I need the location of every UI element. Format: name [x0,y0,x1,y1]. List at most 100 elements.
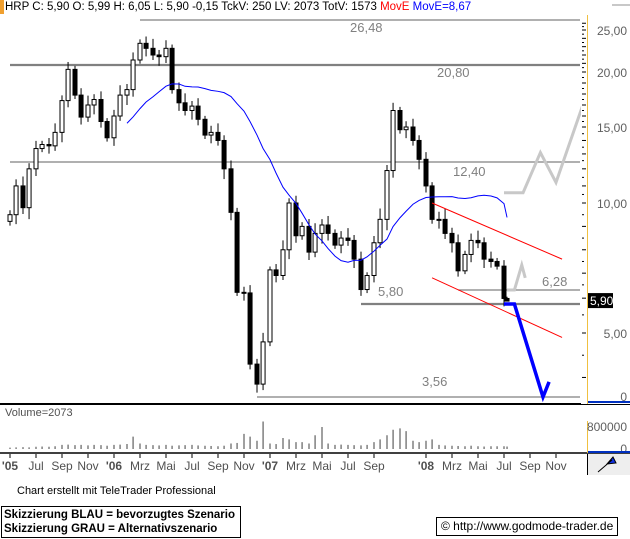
level-label: 12,40 [453,164,486,179]
candle [150,38,156,61]
candle-body [150,47,156,56]
candle [195,98,201,126]
volume-pane: Volume=2073 800000 0 [5,407,630,456]
price-tick-label: 20,00 [597,66,627,80]
time-tick-label: Jul [496,459,511,473]
level-label: 26,48 [350,20,383,35]
time-tick-label: Mrz [286,459,306,473]
candle-body [468,239,474,255]
candle-body [410,126,416,141]
level-label: 3,56 [422,374,447,389]
candle-body [156,54,162,58]
time-tick-label: Nov [545,459,566,473]
level-label: 6,28 [542,274,567,289]
candle [312,223,318,258]
candle [20,176,26,214]
price-tick-label: 10,00 [597,197,627,211]
candle [351,235,357,269]
candle-body [436,218,442,221]
time-tick-label: Mai [468,459,487,473]
candle [85,95,91,122]
time-tick-label: Nov [77,459,98,473]
candle [449,227,455,253]
candle-body [20,185,26,209]
time-tick-label: Mai [156,459,175,473]
candle [377,208,383,249]
candle [494,257,500,270]
candle-body [33,148,39,170]
time-tick-label: Sep [519,459,541,473]
candle [280,240,286,280]
candle [306,219,312,260]
horizontal-levels: 26,48 20,80 12,40 6,28 5,80 3,56 [0,19,630,454]
quote-header: HRP C: 5,90 O: 5,99 H: 6,05 L: 5,90 -0,1… [0,0,471,15]
candle [358,251,364,296]
candle-body [260,341,266,385]
last-price-label: 5,90 [590,294,614,308]
candle [156,49,162,66]
candle-body [449,232,455,244]
candle [325,215,331,241]
candle-body [299,225,305,237]
candle-body [72,68,78,96]
candle [228,160,234,221]
time-tick-label: Mai [312,459,331,473]
indicator-blue-label: MovE=8,67 [412,1,472,13]
candle [143,36,149,57]
candle-body [202,118,208,136]
candle-body [215,131,221,141]
price-tick-label: 5,00 [604,327,628,341]
candle-body [504,297,510,302]
candle-body [280,249,286,277]
candle [39,140,45,153]
candle-body [429,185,435,220]
price-chart[interactable]: 26,48 20,80 12,40 6,28 5,80 3,56 25,00 20,00 15… [0,0,630,480]
pen-tool-icon [597,456,617,473]
last-price-box [588,293,613,309]
candle-body [462,253,468,272]
candle [189,100,195,120]
candle [104,118,110,142]
candle-body [91,99,97,106]
price-axis: 25,00 20,00 15,00 10,00 5,00 0 5,90 [581,15,630,404]
candle-body [494,260,500,267]
candle [501,260,507,307]
candle [299,222,305,240]
candle [33,140,39,177]
candle [117,85,123,121]
candle [7,210,13,226]
trend-channel-lower [431,277,563,338]
candle-body [306,225,312,253]
candle [286,198,292,260]
candle-body [345,237,351,241]
candle-body [46,144,52,147]
indicator-red-label: MovE [380,1,410,13]
candles [7,36,510,393]
candle [169,44,175,94]
candle [332,229,338,249]
candle [130,52,136,97]
time-tick-label: Sep [363,459,385,473]
candle-body [293,202,299,237]
candle [429,182,435,224]
time-tick-label: Mrz [130,459,150,473]
symbol-color-marker [0,0,4,14]
candle [364,272,370,294]
candle-body [267,269,273,343]
source-link[interactable]: © http://www.godmode-trader.de [436,517,619,536]
candle [52,123,58,151]
time-tick-label: '07 [262,459,279,473]
time-axis-background [0,454,587,475]
moving-average-line [126,83,508,263]
candle-body [182,102,188,112]
candle-body [455,242,461,272]
candle [202,115,208,139]
candle-body [189,105,195,111]
candle-body [52,131,58,147]
candle-body [176,89,182,104]
candle-body [85,104,91,118]
level-label: 20,80 [437,65,470,80]
candle-body [481,242,487,260]
gray-scenario-path [504,95,588,195]
candle-body [319,224,325,234]
